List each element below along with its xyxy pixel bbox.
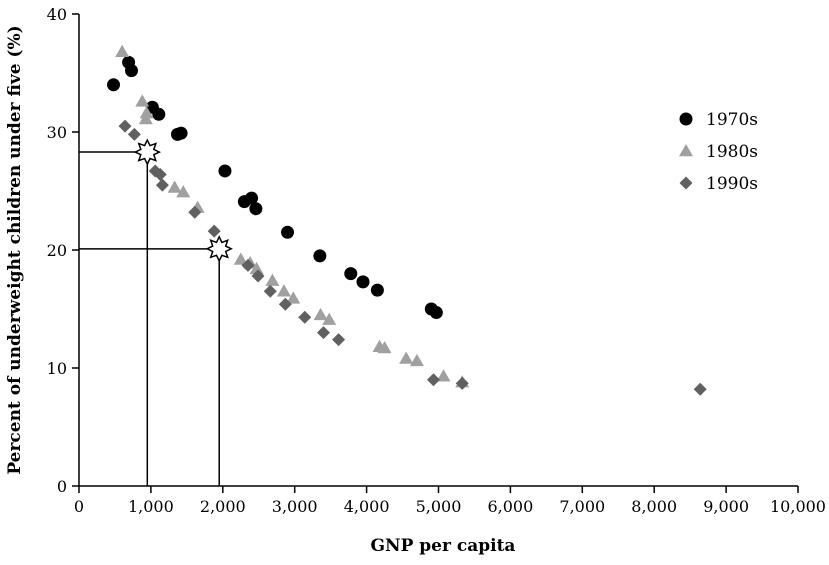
data-point [276,284,291,297]
legend-label: 1990s [706,174,758,194]
axes: 0 10 20 30 40 0 1,000 2,000 3,000 4,000 5,000 6,000… [47,5,826,516]
data-point [251,269,265,283]
data-point [115,44,130,58]
data-point [377,340,392,354]
data-point [107,78,121,92]
data-point [332,333,346,347]
x-tick-label: 7,000 [559,497,605,516]
data-points [107,44,707,396]
data-point [265,273,280,286]
data-point [155,178,169,192]
x-tick-label: 10,000 [770,497,826,516]
x-axis-title: GNP per capita [371,536,516,556]
x-tick-label: 6,000 [487,497,533,516]
data-point [152,107,166,121]
data-point [370,283,384,297]
y-tick-label: 10 [47,359,67,378]
data-point [241,258,255,272]
x-tick-label: 8,000 [631,497,677,516]
data-point [176,185,191,198]
legend-marker [679,176,693,190]
data-point [436,369,451,382]
data-point [167,180,182,193]
data-point [298,310,312,324]
x-tick-label: 0 [74,497,84,516]
data-point [322,312,337,325]
data-point [429,306,443,320]
data-point [399,351,414,364]
data-point [233,252,248,265]
y-tick-label: 30 [47,123,67,142]
data-point [153,167,167,181]
data-point [313,307,328,321]
x-tick-label: 1,000 [128,497,174,516]
data-point [207,224,221,238]
legend-marker [679,112,693,126]
data-point [344,267,358,281]
y-tick-label: 20 [47,241,67,260]
data-point [281,225,295,239]
x-tick-label: 9,000 [703,497,749,516]
data-point [263,284,277,298]
x-tick-label: 2,000 [200,497,246,516]
data-point [313,249,327,263]
data-point [188,205,202,219]
data-point [426,373,440,387]
y-tick-label: 40 [47,5,67,24]
data-point [124,64,138,78]
data-point [245,191,259,205]
x-tick-label: 5,000 [416,497,462,516]
y-axis-title: Percent of underweight children under fi… [5,25,25,474]
x-tick-label: 4,000 [344,497,390,516]
data-point [135,94,150,107]
data-point [286,291,301,304]
legend-label: 1970s [706,110,758,130]
data-point [118,119,132,133]
data-point [278,297,292,311]
y-tick-label: 0 [57,477,67,496]
legend-marker [679,144,693,157]
legend: 1970s 1980s 1990s [679,110,758,194]
annotation-stars [133,138,233,263]
data-point [316,326,330,340]
star-marker [133,138,162,166]
data-point [409,353,424,367]
data-point [693,382,707,396]
data-point [455,376,469,390]
data-point [139,106,154,119]
data-point [249,202,263,216]
legend-label: 1980s [706,142,758,162]
data-point [249,261,264,275]
data-point [174,126,188,140]
star-marker [205,235,233,263]
reference-lines [79,151,220,486]
data-point [127,127,141,141]
data-point [218,164,232,178]
data-point [356,275,370,289]
x-tick-label: 3,000 [272,497,318,516]
